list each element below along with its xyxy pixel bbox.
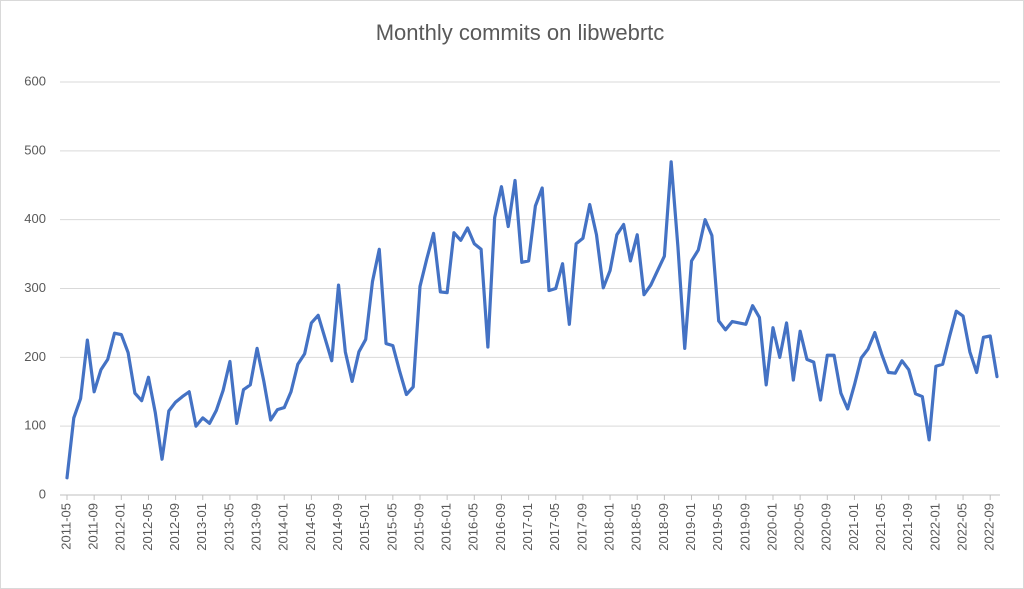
y-tick-label: 600 (24, 73, 46, 88)
x-tick-label: 2016-01 (439, 503, 454, 551)
x-tick-label: 2021-01 (846, 503, 861, 551)
x-tick-label: 2012-01 (113, 503, 128, 551)
x-tick-label: 2012-05 (140, 503, 155, 551)
y-tick-label: 500 (24, 142, 46, 157)
x-tick-label: 2011-05 (58, 503, 73, 550)
x-tick-label: 2017-09 (574, 503, 589, 551)
x-tick-label: 2012-09 (167, 503, 182, 551)
x-tick-label: 2017-01 (520, 503, 535, 551)
x-tick-label: 2015-01 (357, 503, 372, 551)
x-tick-label: 2021-09 (900, 503, 915, 551)
x-tick-label: 2020-01 (764, 503, 779, 551)
x-tick-label: 2019-09 (737, 503, 752, 551)
x-tick-label: 2018-09 (656, 503, 671, 551)
y-tick-label: 400 (24, 211, 46, 226)
x-tick-label: 2013-09 (249, 503, 264, 551)
x-tick-label: 2014-05 (303, 503, 318, 551)
data-line (65, 160, 999, 480)
x-tick-label: 2016-05 (466, 503, 481, 551)
y-tick-label: 0 (39, 486, 46, 501)
x-tick-label: 2016-09 (493, 503, 508, 551)
x-tick-label: 2013-01 (194, 503, 209, 551)
x-tick-label: 2011-09 (86, 503, 101, 550)
x-tick-label: 2022-09 (982, 503, 997, 551)
chart-title: Monthly commits on libwebrtc (376, 20, 665, 45)
x-tick-label: 2015-05 (384, 503, 399, 551)
x-tick-label: 2014-01 (276, 503, 291, 551)
y-tick-label: 100 (24, 418, 46, 433)
y-tick-label: 300 (24, 280, 46, 295)
y-tick-label: 200 (24, 349, 46, 364)
x-tick-label: 2020-09 (819, 503, 834, 551)
x-tick-label: 2013-05 (221, 503, 236, 551)
x-tick-label: 2019-01 (683, 503, 698, 551)
x-tick-label: 2022-05 (954, 503, 969, 551)
x-tick-label: 2015-09 (411, 503, 426, 551)
x-tick-label: 2014-09 (330, 503, 345, 551)
x-tick-label: 2018-05 (629, 503, 644, 551)
x-tick-label: 2018-01 (602, 503, 617, 551)
x-tick-label: 2020-05 (792, 503, 807, 551)
x-tick-label: 2022-01 (927, 503, 942, 551)
x-tick-label: 2017-05 (547, 503, 562, 551)
x-tick-label: 2021-05 (873, 503, 888, 551)
x-tick-label: 2019-05 (710, 503, 725, 551)
